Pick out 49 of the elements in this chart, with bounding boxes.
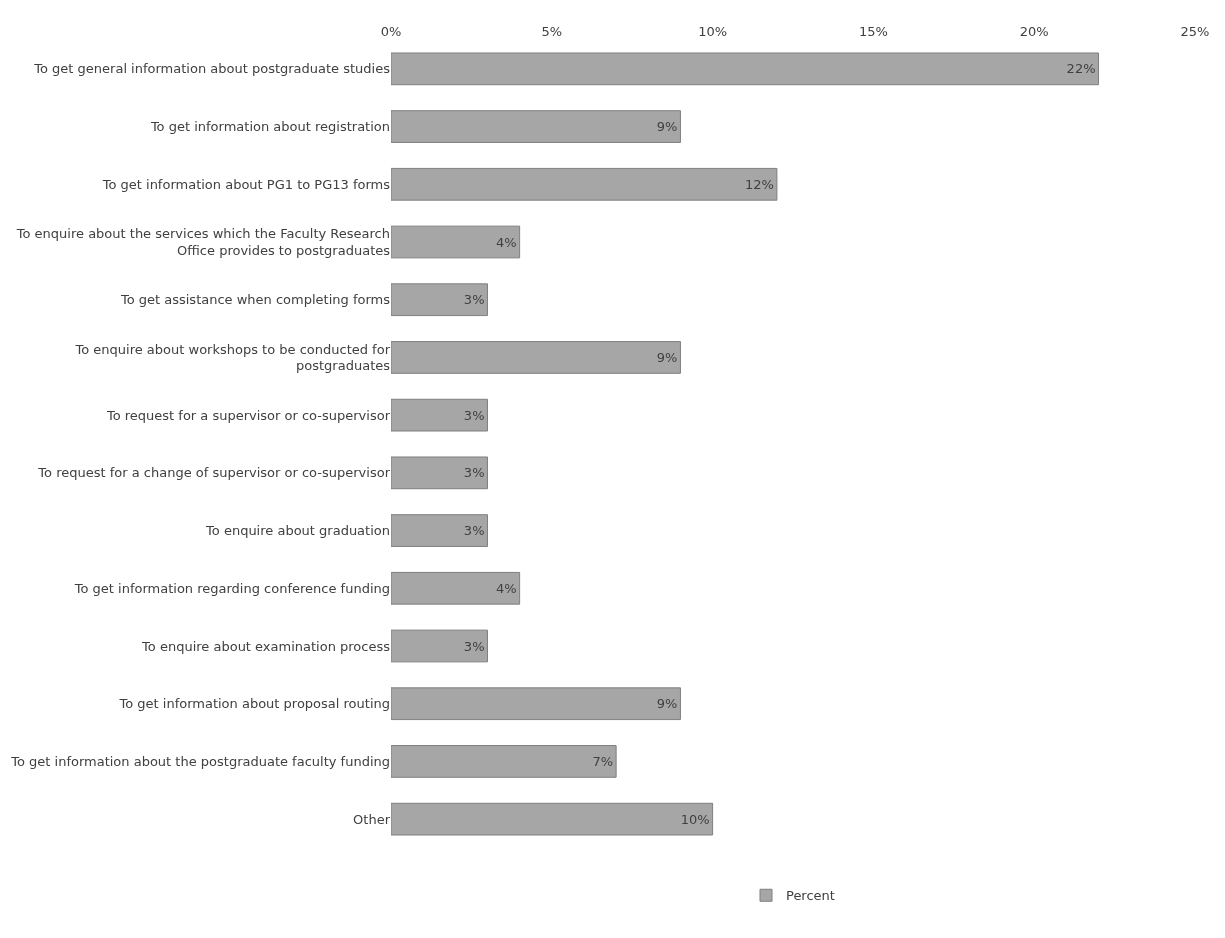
data-label: 3%	[463, 407, 485, 423]
y-tick-label: To get information about the postgraduate faculty funding	[10, 753, 390, 769]
bar	[391, 456, 488, 490]
data-label: 3%	[463, 638, 485, 654]
y-tick-label: To request for a change of supervisor or co-supervisor	[37, 465, 391, 481]
y-tick-label: To enquire about examination process	[141, 638, 391, 654]
data-label: 10%	[680, 811, 710, 827]
bar	[391, 514, 488, 547]
legend-label: Percent	[786, 888, 835, 904]
y-tick-label: To get information about PG1 to PG13 forms	[101, 176, 391, 192]
data-label: 4%	[496, 580, 517, 596]
data-label: 3%	[463, 292, 485, 308]
bar	[391, 629, 488, 663]
bar	[391, 283, 488, 317]
x-tick-label: 0%	[380, 24, 402, 40]
y-tick-label: Other	[353, 811, 391, 827]
y-tick-label: To enquire about the services which the Faculty Research Office provides to postgraduates	[15, 226, 391, 258]
bar	[391, 571, 521, 605]
y-tick-label: To enquire about workshops to be conducted for postgraduates	[74, 341, 391, 374]
data-label: 7%	[592, 753, 614, 769]
y-tick-label: To get information regarding conference funding	[73, 580, 390, 596]
y-tick-label: To get assistance when completing forms	[119, 292, 391, 308]
y-tick-label: To get general information about postgraduate studies	[33, 61, 391, 77]
bar	[391, 225, 521, 259]
data-label: 3%	[463, 523, 485, 539]
y-tick-label: To enquire about graduation	[205, 523, 390, 539]
data-label: 12%	[745, 176, 774, 192]
bar	[391, 52, 1100, 86]
data-label: 9%	[656, 349, 678, 365]
bar	[391, 167, 778, 201]
y-tick-label: To request for a supervisor or co-supervisor	[105, 407, 391, 423]
data-label: 9%	[656, 119, 678, 135]
bar	[391, 745, 617, 778]
x-tick-label: 25%	[1180, 24, 1210, 40]
data-label: 22%	[1066, 61, 1096, 77]
bar	[391, 398, 488, 432]
x-tick-label: 15%	[858, 24, 888, 40]
bar	[391, 687, 681, 721]
x-tick-label: 10%	[698, 24, 728, 40]
data-label: 3%	[463, 465, 485, 481]
data-label: 9%	[656, 696, 678, 712]
bar	[391, 802, 714, 836]
bar	[391, 110, 681, 143]
x-tick-label: 20%	[1019, 24, 1049, 40]
y-tick-label: To get information about proposal routing	[118, 696, 390, 712]
y-tick-label: To get information about registration	[149, 119, 390, 135]
bar	[391, 341, 681, 374]
x-tick-label: 5%	[541, 24, 563, 40]
data-label: 4%	[496, 234, 517, 250]
